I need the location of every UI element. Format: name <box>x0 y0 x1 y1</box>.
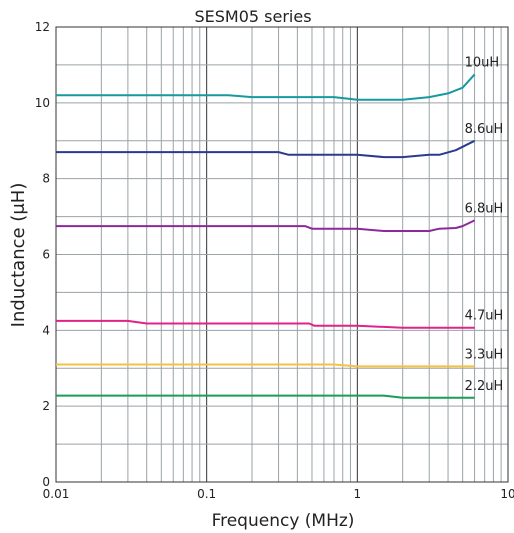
x-tick-label: 0.1 <box>197 487 216 501</box>
y-axis-label: Inductance (μH) <box>8 183 29 328</box>
y-tick-label: 12 <box>35 20 50 34</box>
series-layer: 10uH 8.6uH 6.8uH 4.7uH 3.3uH 2.2uH <box>56 55 504 399</box>
series-line-8-6uh <box>56 139 476 159</box>
plot-frame <box>55 26 509 483</box>
series-line-6-8uh <box>56 219 476 232</box>
grid-layer <box>55 27 508 482</box>
y-tick-label: 0 <box>42 475 50 489</box>
series-label: 10uH <box>465 55 500 70</box>
series-label: 2.2uH <box>465 379 504 394</box>
x-tick-label: 10 <box>500 487 514 501</box>
y-tick-label: 8 <box>42 172 50 186</box>
series-label: 3.3uH <box>465 347 504 362</box>
y-tick-label: 10 <box>35 96 50 110</box>
x-tick-label: 1 <box>354 487 362 501</box>
tick-label-layer: 0.01 0.1 1 10 0 2 4 6 8 10 12 <box>35 20 514 501</box>
x-axis-label: Frequency (MHz) <box>212 511 355 531</box>
series-line-2-2uh <box>56 394 475 399</box>
y-tick-label: 2 <box>42 399 50 413</box>
chart-title: SESM05 series <box>194 7 311 26</box>
series-line-4-7uh <box>56 319 475 329</box>
series-label: 8.6uH <box>465 122 504 137</box>
x-tick-label: 0.01 <box>43 487 70 501</box>
series-line-10uh <box>56 73 476 101</box>
y-tick-label: 4 <box>42 323 50 337</box>
series-label: 4.7uH <box>465 309 504 324</box>
y-tick-label: 6 <box>42 248 50 262</box>
series-label: 6.8uH <box>465 201 504 216</box>
series-line-3-3uh <box>56 363 475 368</box>
